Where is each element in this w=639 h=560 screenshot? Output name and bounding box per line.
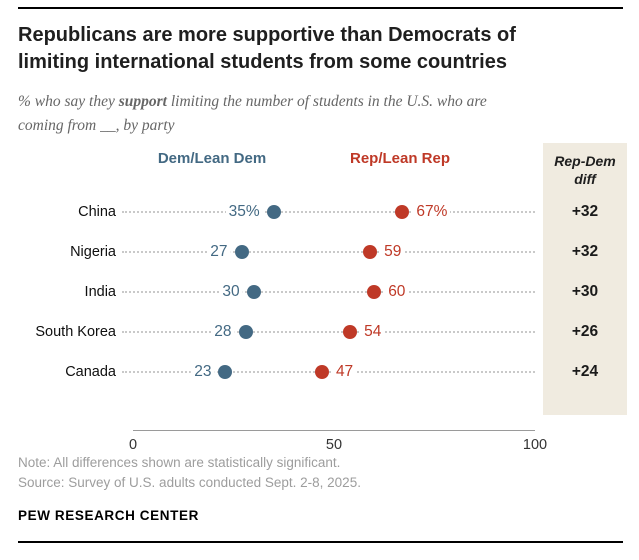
rep-value-label: 47 [332, 362, 357, 382]
chart-title: Republicans are more supportive than Dem… [18, 24, 516, 73]
dem-dot [266, 205, 281, 219]
dem-dot [246, 285, 261, 299]
legend-dem-label: Dem/Lean Dem [157, 150, 267, 167]
subtitle-prefix: % who say they [18, 93, 119, 110]
category-label: Canada [65, 364, 116, 380]
diff-column-header: Rep-Dem diff [543, 152, 627, 188]
source-text: Source: Survey of U.S. adults conducted … [18, 475, 361, 490]
rep-value-label: 59 [381, 242, 405, 262]
diff-value: +24 [571, 363, 599, 380]
rep-value-label: 60 [385, 282, 409, 302]
chart-subtitle: % who say they support limiting the numb… [18, 90, 530, 138]
rep-dot [367, 285, 382, 299]
x-axis-tick-label: 50 [325, 437, 343, 453]
diff-value: +32 [571, 203, 599, 220]
rep-dot [314, 365, 329, 379]
dem-dot [218, 365, 233, 379]
diff-header-line2: diff [574, 171, 596, 188]
leader-line [122, 331, 535, 333]
category-label: China [78, 204, 116, 220]
note-text: Note: All differences shown are statisti… [18, 455, 341, 470]
rep-dot [343, 325, 358, 339]
top-rule [18, 7, 623, 9]
leader-line [122, 211, 535, 213]
leader-line [122, 251, 535, 253]
diff-panel: Rep-Dem diff [543, 143, 627, 415]
diff-value: +26 [571, 323, 599, 340]
brand-footer: PEW RESEARCH CENTER [18, 508, 199, 523]
dem-dot [238, 325, 253, 339]
rep-dot [395, 205, 410, 219]
category-label: South Korea [35, 324, 116, 340]
x-axis-tick-label: 0 [128, 437, 138, 453]
dem-value-label: 28 [211, 322, 235, 342]
bottom-rule [18, 541, 623, 543]
rep-value-label: 54 [361, 322, 385, 342]
dem-value-label: 35% [225, 202, 263, 222]
rep-value-label: 67% [413, 202, 451, 222]
x-axis-tick-label: 100 [522, 437, 548, 453]
legend-rep-label: Rep/Lean Rep [349, 150, 451, 167]
dem-value-label: 30 [219, 282, 243, 302]
dem-dot [234, 245, 249, 259]
dem-value-label: 23 [191, 362, 215, 382]
dem-value-label: 27 [207, 242, 231, 262]
subtitle-suffix: limiting the number of students in the U… [18, 93, 487, 135]
category-label: India [84, 284, 116, 300]
diff-value: +32 [571, 243, 599, 260]
rep-dot [363, 245, 378, 259]
diff-header-line1: Rep-Dem [554, 153, 616, 169]
x-axis-line [133, 430, 535, 431]
category-label: Nigeria [70, 244, 116, 260]
leader-line [122, 291, 535, 293]
subtitle-bold-word: support [118, 93, 167, 110]
diff-value: +30 [571, 283, 599, 300]
